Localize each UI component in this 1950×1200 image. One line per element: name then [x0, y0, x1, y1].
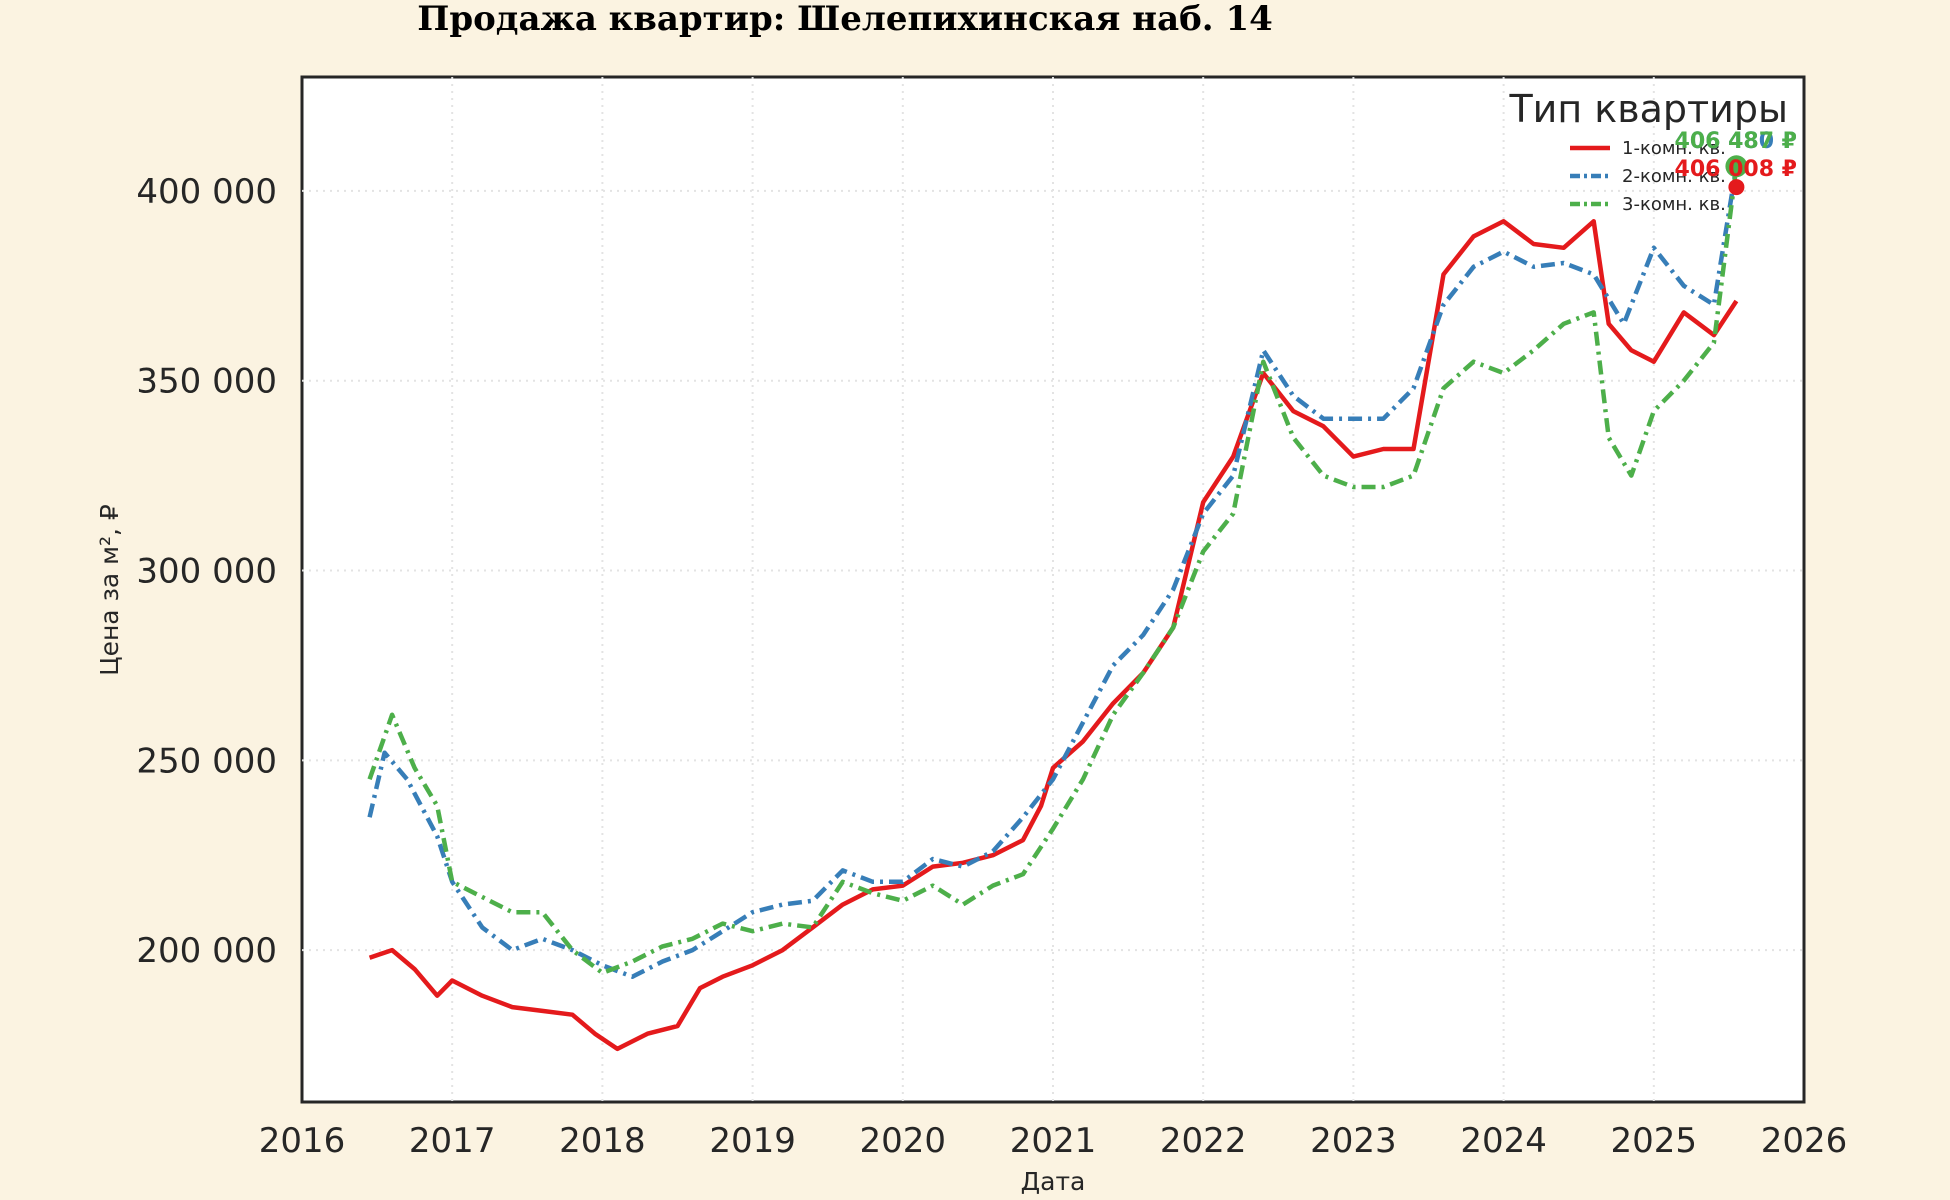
- series-line: [367, 165, 1739, 979]
- y-tick-label: 200 000: [136, 931, 277, 971]
- series-lines: [367, 165, 1739, 1052]
- x-tick-label: 2024: [1460, 1121, 1547, 1161]
- x-tick-label: 2022: [1160, 1121, 1247, 1161]
- y-tick-label: 300 000: [136, 552, 277, 592]
- series-line: [367, 166, 1739, 976]
- x-tick-label: 2023: [1310, 1121, 1397, 1161]
- x-tick-label: 2020: [860, 1121, 947, 1161]
- x-tick-label: 2026: [1761, 1121, 1848, 1161]
- end-point-marker: [1728, 179, 1745, 196]
- x-tick-label: 2017: [409, 1121, 496, 1161]
- end-markers: 406 480 ₽406 487 ₽ 406 008 ₽: [1675, 129, 1797, 196]
- end-value-label: 406 480 ₽: [1675, 129, 1797, 154]
- x-tick-label: 2018: [559, 1121, 646, 1161]
- end-point-marker: [1725, 155, 1748, 178]
- y-tick-label: 400 000: [136, 172, 277, 212]
- legend-title: Тип квартиры: [1508, 87, 1788, 131]
- grid: [302, 77, 1804, 1102]
- x-tick-label: 2019: [709, 1121, 796, 1161]
- legend-entry-label: 1-комн. кв.: [1622, 138, 1726, 159]
- chart-title: Продажа квартир: Шелепихинская наб. 14: [417, 0, 1273, 39]
- y-tick-label: 350 000: [136, 362, 277, 402]
- y-tick-label: 250 000: [136, 741, 277, 781]
- series-line: [368, 219, 1739, 1052]
- legend-entry-label: 3-комн. кв.: [1622, 194, 1726, 215]
- legend-entry-label: 2-комн. кв.: [1622, 166, 1726, 187]
- x-tick-label: 2016: [259, 1121, 346, 1161]
- axis-ticks: 2016 2017 2018 2019 2020 2021 2022 2023 2024 2025…: [136, 172, 1847, 1161]
- end-value-label: 406 008 ₽: [1675, 157, 1797, 182]
- y-axis-label: Цена за м², ₽: [95, 504, 124, 676]
- end-value-label: 406 487 ₽: [1675, 129, 1797, 154]
- legend: Тип квартиры 1-комн. кв. 2-комн. кв. 3-ком…: [1508, 87, 1788, 215]
- x-tick-label: 2025: [1611, 1121, 1698, 1161]
- x-tick-label: 2021: [1010, 1121, 1097, 1161]
- x-axis-label: Дата: [1021, 1167, 1086, 1196]
